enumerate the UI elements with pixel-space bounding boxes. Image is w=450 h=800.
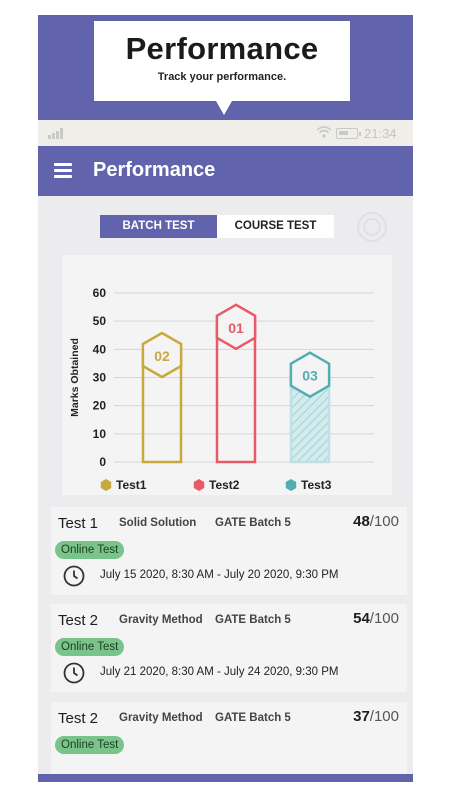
legend-marker [193, 479, 205, 491]
score-value: 37 [353, 708, 370, 725]
test-method: Solid Solution [119, 517, 197, 529]
y-tick-label: 10 [93, 427, 107, 441]
y-axis-label: Marks Obtained [69, 338, 81, 417]
legend-marker [285, 479, 297, 491]
online-test-badge: Online Test [55, 541, 125, 559]
test-method: Gravity Method [119, 712, 203, 724]
test-date-range: July 21 2020, 8:30 AM - July 24 2020, 9:… [100, 666, 339, 678]
test-date-range: July 15 2020, 8:30 AM - July 20 2020, 9:… [100, 569, 339, 581]
test-score: 37/100 [353, 708, 399, 725]
rank-label: 02 [154, 348, 170, 364]
hamburger-menu-icon[interactable] [54, 163, 72, 178]
test-type-tabs: BATCH TEST COURSE TEST [100, 215, 334, 238]
score-total: /100 [369, 513, 399, 530]
legend-label: Test3 [301, 478, 332, 492]
rank-label: 03 [302, 368, 318, 384]
test-card-1[interactable]: Test 1 Solid Solution GATE Batch 5 48/10… [51, 507, 407, 595]
banner-title: Performance [125, 31, 319, 66]
tab-batch-test[interactable]: BATCH TEST [100, 215, 217, 238]
rank-hexagon [215, 303, 257, 351]
app-bar: Performance [38, 146, 413, 196]
app-bar-title: Performance [93, 159, 216, 181]
test-batch: GATE Batch 5 [215, 712, 291, 724]
test-batch: GATE Batch 5 [215, 517, 291, 529]
test-method: Gravity Method [119, 614, 203, 626]
online-test-badge: Online Test [55, 638, 125, 656]
y-tick-label: 20 [93, 399, 107, 413]
y-tick-label: 0 [99, 455, 106, 469]
y-tick-label: 60 [93, 286, 107, 300]
speech-bubble: Performance Track your performance. [94, 21, 350, 115]
test-score: 54/100 [353, 610, 399, 627]
test-batch: GATE Batch 5 [215, 614, 291, 626]
wifi-icon [316, 126, 332, 138]
score-total: /100 [369, 610, 399, 627]
test-name: Test 2 [58, 710, 99, 727]
legend-marker [100, 479, 112, 491]
test-name: Test 2 [58, 612, 99, 629]
banner-subtitle: Track your performance. [157, 71, 287, 83]
performance-chart-card: 0 10 20 30 40 50 60 Marks Obtained 02 01 03 Test1 Te… [62, 255, 392, 495]
faded-target-icon [357, 212, 387, 242]
status-time: 21:34 [364, 126, 397, 141]
device-frame: Performance Track your performance. 21:3… [38, 15, 413, 782]
test-name: Test 1 [58, 515, 99, 532]
status-bar: 21:34 [38, 120, 413, 146]
y-tick-label: 50 [93, 314, 107, 328]
signal-icon [48, 128, 64, 139]
bottom-bar [38, 774, 413, 782]
rank-hexagon [141, 331, 183, 379]
battery-icon [336, 128, 361, 139]
test-card-2[interactable]: Test 2 Gravity Method GATE Batch 5 54/10… [51, 604, 407, 692]
rank-hexagon [289, 351, 331, 399]
y-tick-label: 40 [93, 342, 107, 356]
rank-label: 01 [228, 320, 244, 336]
clock-icon [63, 662, 85, 684]
promo-banner: Performance Track your performance. [38, 15, 413, 120]
test-score: 48/100 [353, 513, 399, 530]
tab-course-test[interactable]: COURSE TEST [217, 215, 334, 238]
score-value: 54 [353, 610, 370, 627]
clock-icon [63, 565, 85, 587]
online-test-badge: Online Test [55, 736, 125, 754]
test-card-3[interactable]: Test 2 Gravity Method GATE Batch 5 37/10… [51, 702, 407, 774]
y-tick-label: 30 [93, 371, 107, 385]
legend-label: Test2 [209, 478, 240, 492]
legend-label: Test1 [116, 478, 147, 492]
performance-bar-chart: 0 10 20 30 40 50 60 Marks Obtained 02 01 03 Test1 Te… [69, 286, 374, 492]
score-value: 48 [353, 513, 370, 530]
score-total: /100 [369, 708, 399, 725]
